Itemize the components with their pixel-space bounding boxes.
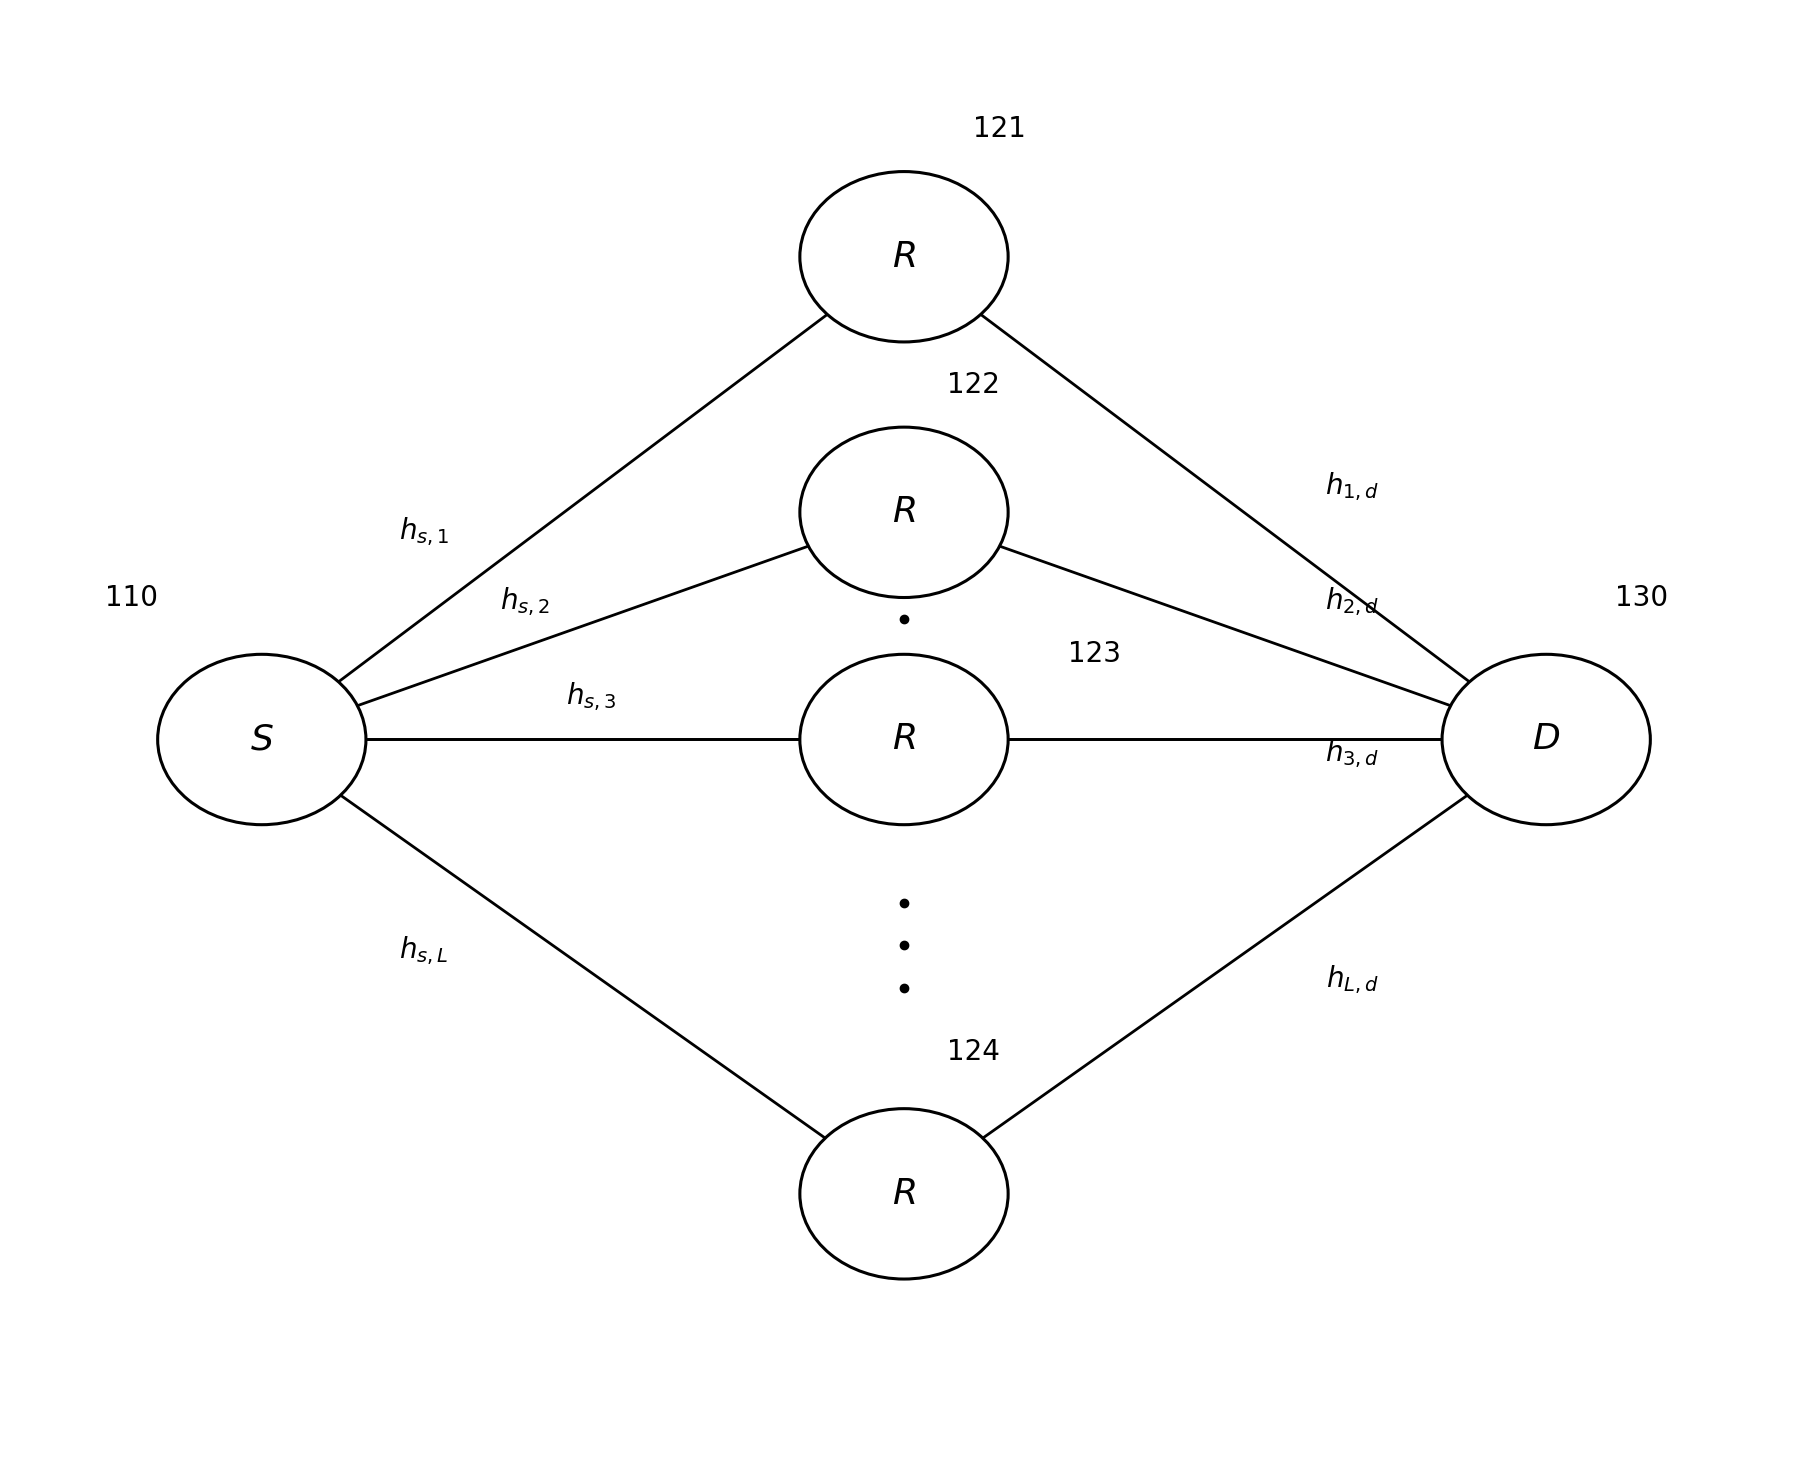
Circle shape	[799, 172, 1008, 342]
Text: $R$: $R$	[891, 240, 916, 274]
Text: $h_{s,L}$: $h_{s,L}$	[399, 933, 448, 967]
Text: $S$: $S$	[249, 723, 273, 756]
Circle shape	[799, 654, 1008, 825]
Text: $R$: $R$	[891, 1177, 916, 1211]
Text: $h_{s,d}$: $h_{s,d}$	[878, 673, 929, 705]
Text: $R$: $R$	[891, 723, 916, 756]
Text: $h_{2,d}$: $h_{2,d}$	[1325, 586, 1379, 618]
Text: 110: 110	[105, 584, 157, 611]
Text: 122: 122	[947, 371, 999, 398]
Text: $h_{s,1}$: $h_{s,1}$	[399, 515, 448, 547]
Circle shape	[157, 654, 365, 825]
Text: $h_{3,d}$: $h_{3,d}$	[1325, 738, 1379, 771]
Text: 123: 123	[1068, 640, 1120, 669]
Text: $h_{1,d}$: $h_{1,d}$	[1325, 470, 1379, 503]
Text: 121: 121	[972, 115, 1025, 143]
Text: $h_{L,d}$: $h_{L,d}$	[1325, 963, 1379, 997]
Text: $h_{s,2}$: $h_{s,2}$	[501, 586, 549, 618]
Circle shape	[799, 1109, 1008, 1279]
Text: $h_{s,3}$: $h_{s,3}$	[566, 680, 616, 713]
Text: 130: 130	[1614, 584, 1668, 611]
Text: 124: 124	[947, 1038, 999, 1066]
Circle shape	[1442, 654, 1650, 825]
Circle shape	[799, 427, 1008, 598]
Text: $D$: $D$	[1531, 723, 1559, 756]
Text: $R$: $R$	[891, 495, 916, 529]
